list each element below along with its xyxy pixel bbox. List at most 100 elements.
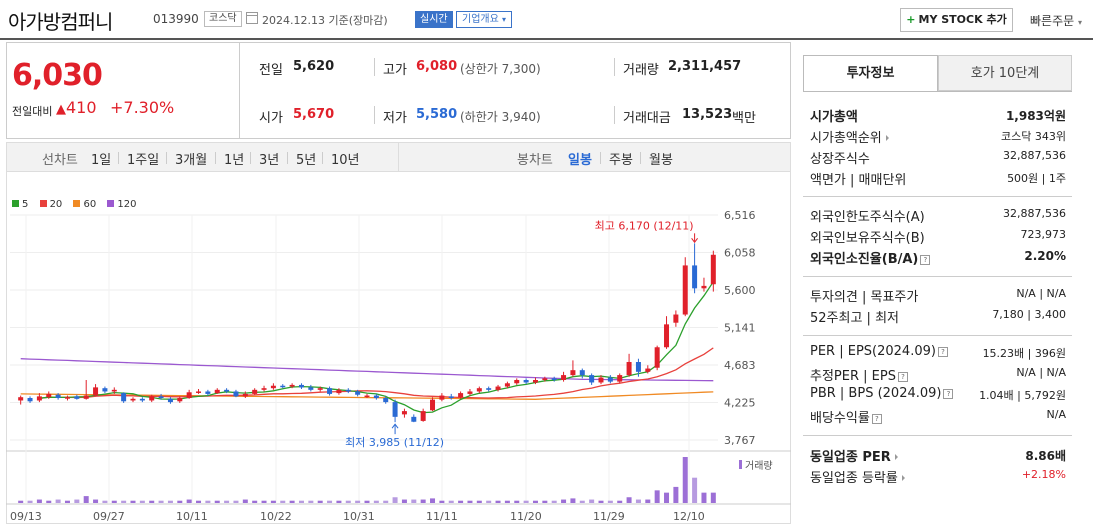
volume-bar [298,500,304,503]
info-label: 배당수익률 [810,411,870,426]
tab-1w[interactable]: 1주일 [127,153,160,168]
volume-bar [383,500,389,503]
volume-bar [158,500,164,503]
volume-bar [448,500,454,503]
volume-bar [177,500,183,503]
candle-body [654,347,660,368]
volume-bar [55,499,61,503]
tab-10y[interactable]: 10년 [331,153,360,168]
tab-daily[interactable]: 일봉 [568,153,592,168]
legend-ma120: 120 [107,199,137,210]
volume-bar [93,499,99,503]
annotations: 거래량 최고 6,170 (12/11) 최저 3,985 (11/12) [345,219,773,472]
info-label: 외국인보유주식수(B) [810,231,925,246]
volume-bar [18,500,24,503]
low-annotation: 최저 3,985 (11/12) [345,436,444,449]
help-icon[interactable]: ? [897,372,908,382]
info-value: 500원 | 1주 [1007,172,1066,185]
volume-bar [36,499,42,503]
volume-bar [46,500,52,503]
divider [374,58,375,76]
divider [614,58,615,76]
divider [398,142,399,172]
tab-investment-info[interactable]: 투자정보 [803,55,938,91]
high-label: 고가 [383,63,407,78]
arrowhead [691,238,698,244]
open-label: 시가 [259,111,283,126]
volume-bar [242,499,248,503]
divider [166,152,167,164]
y-tick-label: 6,058 [724,246,756,259]
tab-1d[interactable]: 1일 [91,153,112,168]
quick-order-button[interactable]: 빠른주문 ▾ [1030,14,1083,28]
candle-body [710,254,716,285]
tab-1y[interactable]: 1년 [224,153,245,168]
info-row: 배당수익률? N/A [810,407,1066,426]
info-row: 시가총액 1,983억원 [810,106,1066,125]
volume-bar [308,500,314,503]
candle-body [130,398,136,401]
tab-order-book[interactable]: 호가 10단계 [938,55,1072,91]
divider [322,152,323,164]
candle-body [458,393,464,398]
candle-body [196,391,202,393]
tab-weekly[interactable]: 주봉 [609,153,633,168]
tab-3m[interactable]: 3개월 [175,153,208,168]
info-row: 투자의견 | 목표주가 N/A | N/A [810,286,1066,305]
help-icon[interactable]: ? [937,347,948,357]
divider [600,152,601,164]
chevron-down-icon: ▾ [502,15,507,24]
chart-area [6,172,791,524]
info-value: +2.18% [1021,468,1066,481]
volume-bar [186,499,192,503]
candle-body [411,416,417,422]
info-label: 외국인소진율(B/A) [810,252,919,267]
candle-body [682,265,688,315]
candle-body [561,375,567,381]
company-overview-button[interactable]: 기업개요 ▾ [456,11,513,28]
info-row: 외국인소진율(B/A)? 2.20% [810,248,1066,267]
candle-body [439,395,445,400]
volume-bar [336,500,342,503]
candle-body [83,395,89,399]
candle-body [186,392,192,399]
help-icon[interactable]: ? [871,414,882,424]
x-tick-label: 11/20 [510,510,542,523]
candle-body [317,388,323,390]
candle-body [139,398,145,401]
ma5-line [39,281,714,414]
info-label: 시가총액순위 [810,131,882,146]
candle-body [36,396,42,401]
candlestick-chart[interactable]: 6,516 6,058 5,600 5,141 4,683 4,225 3,767 09/1… [6,190,791,524]
candle-body [626,361,632,376]
candle-body [214,389,220,394]
ma-legend: 5 20 60 120 [12,199,145,210]
info-label: PER | EPS(2024.09) [810,344,936,359]
volume-bar [439,500,445,503]
investment-info-table [803,91,1072,492]
tab-3y[interactable]: 3년 [259,153,280,168]
help-icon[interactable]: ? [920,255,931,265]
stock-header [0,0,1093,40]
y-tick-label: 5,600 [724,284,756,297]
volume-bar [270,500,276,503]
caret-right-icon[interactable] [885,135,889,141]
candle-body [692,265,698,289]
caret-right-icon[interactable] [901,475,905,481]
tab-monthly[interactable]: 월봉 [649,153,673,168]
volume-label: 거래량 [623,63,659,78]
volume-bar [523,500,529,503]
ma20-line [39,347,714,399]
high-value: 6,080 [416,59,458,74]
legend-ma5: 5 [12,199,28,210]
tab-5y[interactable]: 5년 [296,153,317,168]
volume-bar [196,500,202,503]
caret-right-icon[interactable] [894,454,898,460]
help-icon[interactable]: ? [943,389,954,399]
volume-label: 거래량 [745,460,773,472]
info-value: 8.86배 [1025,449,1066,463]
add-mystock-button[interactable]: + MY STOCK 추가 [900,8,1013,32]
realtime-button[interactable]: 실시간 [415,11,453,28]
trade-value-label: 거래대금 [623,111,671,126]
x-tick-label: 11/11 [426,510,458,523]
